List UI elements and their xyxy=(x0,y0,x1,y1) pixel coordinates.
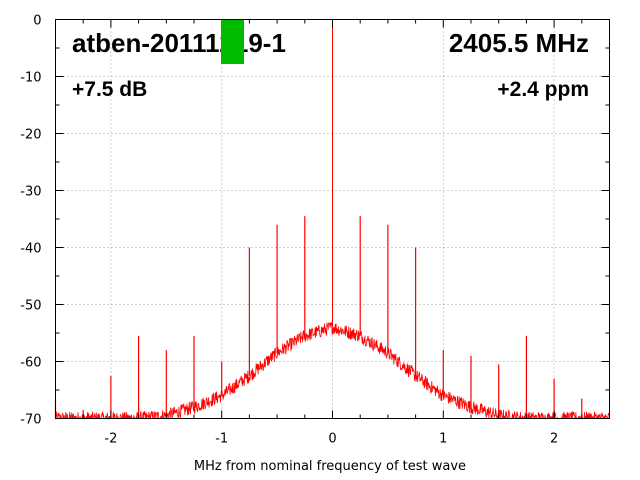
green-marker-block xyxy=(221,20,244,64)
y-tick-label: -50 xyxy=(20,299,41,314)
y-tick-label: -10 xyxy=(20,71,41,86)
y-tick-label: 0 xyxy=(33,14,41,29)
x-tick-label: -2 xyxy=(104,432,117,447)
y-tick-label: -40 xyxy=(20,242,41,257)
device-id-label: atben-20111219-1 xyxy=(72,28,286,58)
y-tick-labels: 0 -10 -20 -30 -40 -50 -60 -70 xyxy=(20,14,41,428)
y-tick-label: -60 xyxy=(20,356,41,371)
ppm-label: +2.4 ppm xyxy=(497,78,589,101)
x-tick-label: -1 xyxy=(215,432,228,447)
x-tick-label: 2 xyxy=(550,432,558,447)
noise-floor-trace xyxy=(55,322,610,421)
gain-label: +7.5 dB xyxy=(72,78,147,101)
frequency-label: 2405.5 MHz xyxy=(449,28,589,58)
spur-lines xyxy=(54,216,583,419)
noise-floor-path xyxy=(55,322,610,421)
x-tick-label: 1 xyxy=(439,432,447,447)
axis-ticks xyxy=(55,19,610,419)
x-tick-label: 0 xyxy=(328,432,336,447)
x-axis-title: MHz from nominal frequency of test wave xyxy=(194,459,466,474)
y-tick-label: -70 xyxy=(20,413,41,428)
x-tick-labels: -2 -1 0 1 2 xyxy=(104,432,558,447)
y-tick-label: -30 xyxy=(20,185,41,200)
y-tick-label: -20 xyxy=(20,128,41,143)
